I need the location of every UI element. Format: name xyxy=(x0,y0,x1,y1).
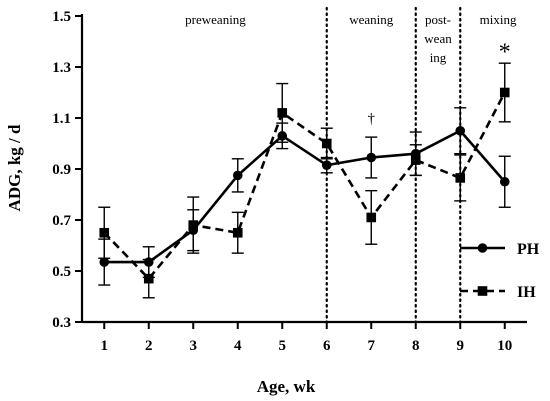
phase-label-2-2: ing xyxy=(430,50,447,65)
phase-label-3-0: mixing xyxy=(480,12,517,27)
phase-label-2-1: wean xyxy=(424,31,452,46)
y-tick-label-0: 0.3 xyxy=(52,315,71,331)
point-PH-5 xyxy=(321,160,332,170)
x-axis-title: Age, wk xyxy=(257,377,316,396)
legend: PH IH xyxy=(460,241,540,301)
x-tick-label-2: 3 xyxy=(190,338,198,354)
x-tick-label-7: 8 xyxy=(412,338,420,354)
point-PH-6 xyxy=(366,152,377,163)
tick-labels: 0.3 0.5 0.7 0.9 1.1 1.3 1.5 1 2 3 4 5 6 7 8 9 10 xyxy=(52,9,512,354)
x-tick-label-8: 9 xyxy=(457,338,465,354)
point-IH-8 xyxy=(455,173,466,183)
point-IH-7 xyxy=(410,155,421,165)
legend-marker-PH xyxy=(477,243,488,253)
point-IH-1 xyxy=(143,273,154,284)
data-series xyxy=(98,62,511,299)
y-tick-label-6: 1.5 xyxy=(52,9,71,25)
y-tick-label-2: 0.7 xyxy=(52,213,71,229)
point-IH-6 xyxy=(366,212,377,223)
x-tick-label-1: 2 xyxy=(145,338,153,354)
legend-label-IH: IH xyxy=(517,284,536,301)
point-PH-9 xyxy=(499,176,510,187)
point-IH-4 xyxy=(277,108,288,118)
significance-annotations: †* xyxy=(368,39,511,127)
point-IH-5 xyxy=(321,138,332,149)
point-IH-3 xyxy=(232,227,243,238)
axes xyxy=(75,14,527,329)
point-IH-2 xyxy=(188,220,199,230)
series-line-IH xyxy=(103,91,506,281)
x-tick-label-5: 6 xyxy=(323,338,331,354)
y-tick-label-3: 0.9 xyxy=(52,162,71,178)
x-tick-label-0: 1 xyxy=(101,338,109,354)
x-tick-label-3: 4 xyxy=(234,338,242,354)
y-tick-label-1: 0.5 xyxy=(52,264,71,280)
annotation-0: † xyxy=(368,111,376,127)
phase-label-1-0: weaning xyxy=(349,12,394,27)
y-tick-label-5: 1.3 xyxy=(52,60,71,76)
x-tick-label-4: 5 xyxy=(279,338,287,354)
legend-marker-IH xyxy=(477,286,488,296)
series-line-PH xyxy=(104,129,506,264)
point-PH-8 xyxy=(455,125,466,136)
y-tick-label-4: 1.1 xyxy=(52,111,71,127)
point-PH-0 xyxy=(99,257,110,267)
legend-label-PH: PH xyxy=(517,241,540,258)
point-IH-9 xyxy=(499,87,510,98)
x-tick-label-6: 7 xyxy=(368,338,376,354)
x-tick-label-9: 10 xyxy=(497,338,512,354)
phase-label-0-0: preweaning xyxy=(185,12,246,27)
point-IH-0 xyxy=(99,227,110,238)
annotation-1: * xyxy=(499,39,511,65)
phase-label-2-0: post- xyxy=(425,12,451,27)
y-axis-title: ADG, kg / d xyxy=(5,124,24,211)
point-PH-3 xyxy=(232,170,243,181)
